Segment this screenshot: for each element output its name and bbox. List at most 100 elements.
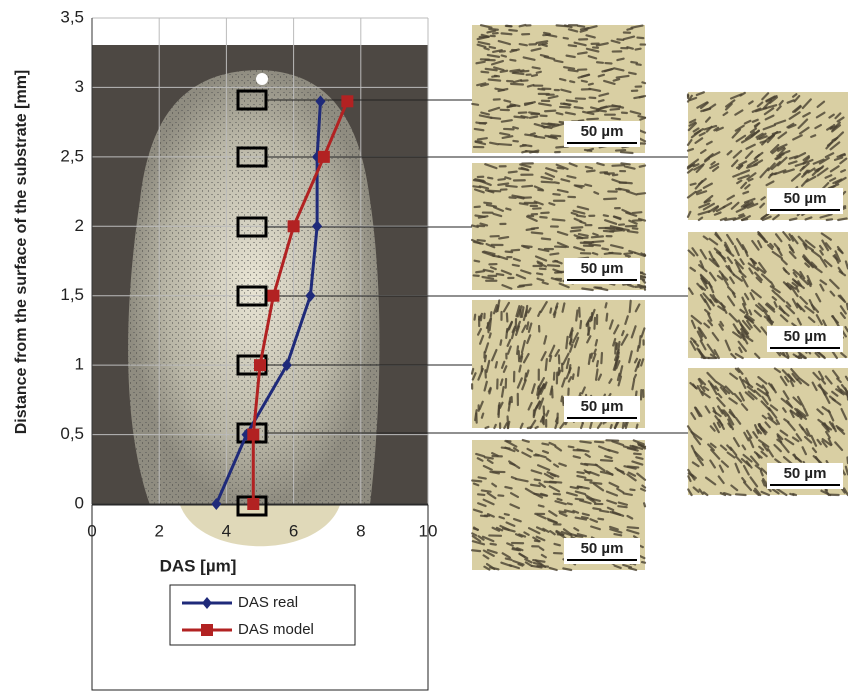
point: [267, 290, 279, 302]
dendrite: [564, 38, 568, 39]
dendrite: [479, 477, 486, 478]
dendrite: [500, 340, 501, 345]
scale-label: 50 µm: [784, 465, 827, 482]
dendrite: [490, 318, 491, 330]
dendrite: [601, 107, 607, 109]
dendrite: [538, 89, 544, 90]
dendrite: [593, 234, 597, 236]
dendrite: [508, 422, 509, 428]
dendrite: [518, 197, 524, 198]
dendrite: [501, 379, 503, 384]
dendrite: [618, 506, 626, 507]
dendrite: [582, 81, 587, 82]
dendrite: [790, 218, 797, 220]
dendrite: [644, 254, 645, 255]
dendrite: [476, 271, 484, 272]
scale-label: 50 µm: [581, 540, 624, 557]
dendrite: [496, 362, 497, 367]
dendrite: [560, 79, 565, 80]
dendrite: [641, 276, 645, 277]
dendrite: [473, 186, 480, 187]
dendrite: [637, 64, 641, 65]
dendrite: [628, 527, 638, 528]
dendrite: [489, 29, 498, 30]
dendrite: [481, 72, 488, 73]
dendrite: [498, 403, 499, 414]
dendrite: [536, 427, 538, 428]
figure: 00,511,522,533,50246810 DAS [µm] Distanc…: [0, 0, 848, 691]
dendrite: [497, 274, 504, 275]
dendrite: [502, 387, 504, 397]
dendrite: [597, 361, 598, 366]
dendrite: [589, 354, 590, 364]
dendrite: [615, 343, 616, 354]
dendrite: [533, 67, 540, 68]
dendrite: [578, 26, 584, 27]
dendrite: [520, 25, 526, 26]
dendrite: [548, 265, 559, 266]
point: [247, 498, 259, 510]
dendrite: [488, 178, 492, 179]
point: [254, 359, 266, 371]
dendrite: [691, 184, 696, 185]
dendrite: [505, 487, 511, 488]
dendrite: [618, 352, 619, 357]
dendrite: [838, 218, 846, 220]
dendrite: [512, 250, 520, 251]
dendrite: [485, 457, 493, 458]
dendrite: [586, 167, 592, 169]
dendrite: [490, 143, 498, 145]
dendrite: [489, 389, 490, 393]
dendrite: [558, 499, 562, 500]
dendrite: [736, 494, 745, 495]
dendrite: [604, 215, 608, 216]
dendrite: [557, 113, 563, 114]
dendrite: [513, 265, 519, 266]
dendrite: [535, 480, 540, 481]
y-tick-label: 3: [75, 77, 84, 96]
dendrite: [472, 104, 478, 105]
dendrite: [506, 329, 507, 338]
dendrite: [588, 149, 593, 151]
dendrite: [632, 212, 641, 213]
legend-label: DAS real: [238, 594, 298, 611]
dendrite: [642, 562, 645, 563]
dendrite: [593, 253, 597, 254]
dendrite: [796, 356, 801, 358]
dendrite: [589, 84, 593, 85]
dendrite: [475, 215, 484, 216]
dendrite: [569, 447, 574, 448]
scale-label: 50 µm: [784, 190, 827, 207]
dendrite: [626, 256, 630, 257]
dendrite: [578, 52, 587, 53]
dendrite: [520, 203, 528, 204]
dendrite: [573, 374, 574, 379]
dendrite: [582, 288, 592, 290]
dendrite: [629, 73, 636, 74]
dendrite: [537, 273, 542, 274]
dendrite: [539, 505, 544, 506]
dendrite: [631, 62, 637, 63]
dendrite: [563, 568, 571, 570]
dendrite: [490, 47, 495, 48]
dendrite: [596, 369, 597, 379]
dendrite: [556, 303, 557, 307]
dendrite: [577, 472, 583, 473]
dendrite: [478, 138, 487, 139]
dendrite: [482, 490, 491, 491]
dendrite: [625, 422, 627, 426]
dendrite: [569, 45, 576, 46]
dendrite: [531, 485, 540, 486]
dendrite: [502, 33, 512, 34]
dendrite: [601, 353, 602, 363]
dendrite: [574, 456, 580, 458]
dendrite: [543, 282, 548, 283]
legend-label: DAS model: [238, 621, 314, 638]
dendrite: [636, 457, 642, 459]
dendrite: [567, 100, 577, 101]
dendrite: [491, 118, 500, 119]
dendrite: [546, 136, 556, 137]
dendrite: [499, 144, 511, 145]
dendrite: [511, 84, 523, 85]
dendrite: [597, 62, 603, 63]
